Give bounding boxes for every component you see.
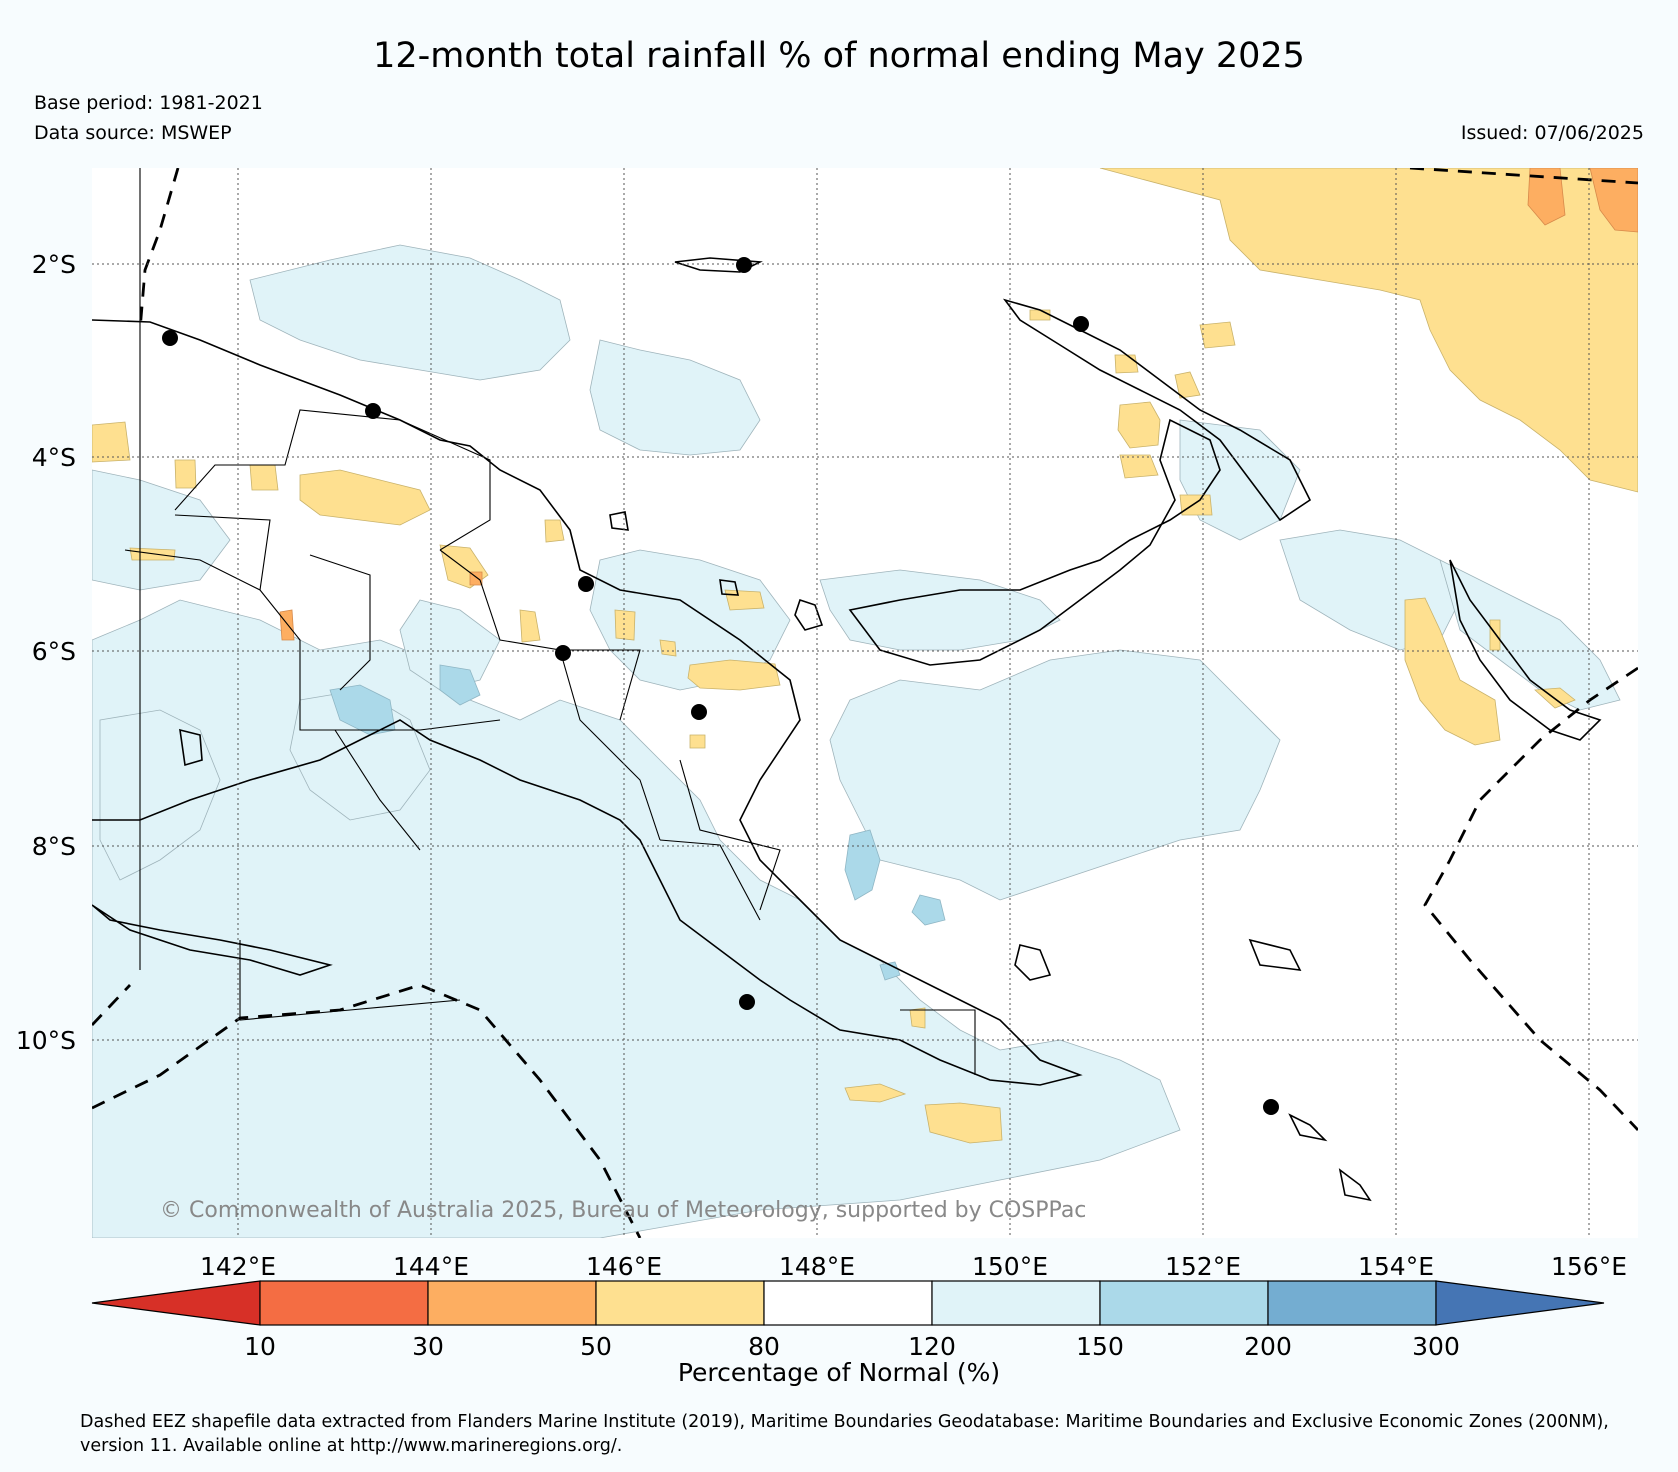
colorbar-tick-label: 10	[244, 1332, 276, 1361]
lat-label: 4°S	[32, 443, 76, 472]
lat-label: 2°S	[32, 250, 76, 279]
lon-label: 146°E	[586, 1252, 662, 1281]
colorbar-tick-label: 30	[412, 1332, 444, 1361]
lon-label: 150°E	[972, 1252, 1048, 1281]
city-marker	[739, 994, 755, 1010]
city-marker	[1073, 316, 1089, 332]
lon-label: 144°E	[393, 1252, 469, 1281]
colorbar-segment	[763, 1280, 933, 1326]
lon-label: 142°E	[200, 1252, 276, 1281]
longitude-labels: 142°E 144°E 146°E 148°E 150°E 152°E 154°…	[200, 1252, 1627, 1281]
copyright-notice: © Commonwealth of Australia 2025, Bureau…	[160, 1198, 1087, 1223]
city-markers	[162, 257, 1279, 1115]
colorbar-tick-label: 80	[748, 1332, 780, 1361]
city-marker	[365, 403, 381, 419]
coastlines	[92, 257, 1602, 1202]
city-marker	[1263, 1099, 1279, 1115]
colorbar-tick-label: 150	[1076, 1332, 1124, 1361]
above-normal-regions	[92, 244, 1621, 1238]
lon-label: 148°E	[779, 1252, 855, 1281]
colorbar-arrow-low	[91, 1280, 261, 1326]
colorbar-label: Percentage of Normal (%)	[677, 1358, 1001, 1387]
map-title: 12-month total rainfall % of normal endi…	[373, 36, 1305, 76]
data-source: Data source: MSWEP	[34, 122, 232, 144]
lon-label: 152°E	[1165, 1252, 1241, 1281]
colorbar-tick-label: 200	[1244, 1332, 1292, 1361]
colorbar-arrow-high	[1435, 1280, 1605, 1326]
colorbar-tick-label: 50	[580, 1332, 612, 1361]
city-marker	[162, 330, 178, 346]
colorbar-segment	[595, 1280, 765, 1326]
colorbar-ticks: 10 30 50 80 120 150 200 300	[244, 1332, 1460, 1361]
colorbar-segment	[931, 1280, 1101, 1326]
colorbar-segment	[427, 1280, 597, 1326]
latitude-labels: 2°S 4°S 6°S 8°S 10°S	[16, 250, 76, 1055]
colorbar-segment	[259, 1280, 429, 1326]
city-marker	[736, 257, 752, 273]
lon-label: 154°E	[1358, 1252, 1434, 1281]
colorbar-tick-label: 120	[908, 1332, 956, 1361]
lat-label: 6°S	[32, 637, 76, 666]
lat-label: 10°S	[16, 1026, 76, 1055]
city-marker	[691, 704, 707, 720]
footer-note: Dashed EEZ shapefile data extracted from…	[80, 1412, 1609, 1456]
base-period: Base period: 1981-2021	[34, 92, 263, 114]
city-marker	[555, 645, 571, 661]
colorbar-segment	[1267, 1280, 1437, 1326]
colorbar-tick-label: 300	[1412, 1332, 1460, 1361]
city-marker	[578, 576, 594, 592]
colorbar-segments	[91, 1280, 1605, 1326]
eez-boundaries	[92, 168, 1638, 1238]
below-normal-regions	[92, 168, 1638, 1144]
colorbar-segment	[1099, 1280, 1269, 1326]
much-above-normal-regions	[329, 664, 946, 981]
gridlines	[92, 168, 1638, 1238]
issued-date: Issued: 07/06/2025	[1460, 122, 1644, 144]
lat-label: 8°S	[32, 832, 76, 861]
lon-label: 156°E	[1551, 1252, 1627, 1281]
